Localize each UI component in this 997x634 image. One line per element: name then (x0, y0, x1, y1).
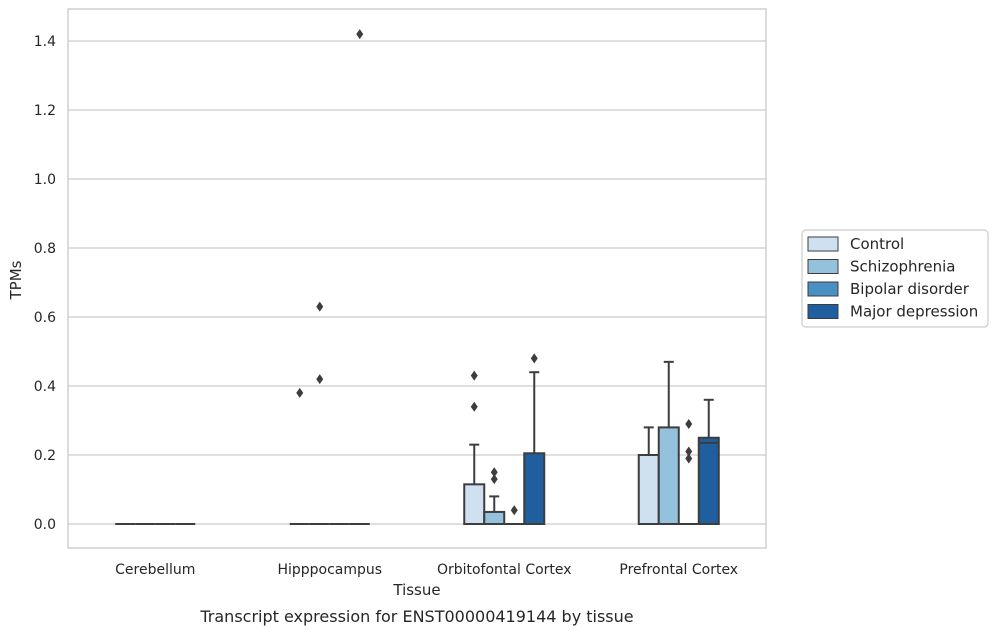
box-2-1 (483, 467, 506, 525)
legend-swatch (807, 281, 839, 297)
box-2-2 (504, 505, 525, 525)
box-2-3 (523, 353, 546, 525)
outlier-point (530, 353, 538, 364)
box-1-3 (349, 29, 370, 525)
outlier-point (685, 453, 693, 464)
box-3-2 (678, 418, 699, 525)
box-3-3 (697, 398, 720, 525)
box-body (463, 483, 486, 526)
legend-swatch (807, 236, 839, 252)
legend-entry: Schizophrenia (850, 258, 955, 276)
x-tick-label: Orbitofontal Cortex (437, 562, 572, 578)
y-tick-label: 0.0 (34, 517, 56, 533)
legend-entry: Control (850, 235, 904, 253)
gridlines (68, 40, 766, 525)
box-body (523, 452, 546, 525)
box-body (637, 454, 660, 525)
x-tick-label: Hipppocampus (277, 562, 382, 578)
y-axis-ticks: 0.0 0.2 0.4 0.6 0.8 1.0 1.2 1.4 (34, 34, 56, 533)
box-body (697, 436, 720, 525)
y-tick-label: 0.8 (34, 241, 56, 257)
outlier-point (490, 474, 498, 485)
outlier-point (490, 467, 498, 478)
y-tick-label: 0.6 (34, 310, 56, 326)
outlier-point (316, 301, 324, 312)
legend-swatch (807, 259, 839, 274)
box-1-0 (289, 387, 310, 525)
outlier-point (510, 505, 518, 516)
outlier-point (685, 418, 693, 429)
outlier-point (685, 446, 693, 457)
outlier-point (470, 401, 478, 412)
box-body (483, 510, 506, 525)
box-3-1 (657, 360, 680, 525)
legend-entry: Major depression (850, 303, 978, 321)
box-3-0 (637, 426, 660, 525)
x-tick-label: Prefrontal Cortex (619, 562, 738, 578)
box-1-1 (309, 301, 330, 525)
legend: Control Schizophrenia Bipolar disorder Majo… (801, 229, 989, 328)
outlier-point (296, 387, 304, 398)
y-tick-label: 1.4 (34, 34, 56, 50)
x-axis-ticks: Cerebellum Hipppocampus Orbitofontal Corte… (115, 562, 738, 578)
y-tick-label: 0.4 (34, 379, 56, 395)
y-tick-label: 0.2 (34, 448, 56, 464)
y-tick-label: 1.0 (34, 172, 56, 188)
x-tick-label: Cerebellum (115, 562, 195, 578)
x-axis-label: Tissue (392, 581, 440, 599)
plot-frame (67, 8, 767, 549)
y-axis-label: TPMs (7, 260, 25, 300)
legend-swatch (807, 304, 839, 319)
y-tick-label: 1.2 (34, 103, 56, 119)
box-2-0 (463, 370, 486, 526)
outlier-point (470, 370, 478, 381)
legend-box (801, 229, 989, 328)
box-body (657, 426, 680, 525)
outlier-point (356, 29, 364, 40)
chart-caption: Transcript expression for ENST0000041914… (199, 607, 633, 626)
box-plot-marks (115, 29, 720, 526)
outlier-point (316, 374, 324, 385)
legend-entry: Bipolar disorder (850, 280, 970, 298)
